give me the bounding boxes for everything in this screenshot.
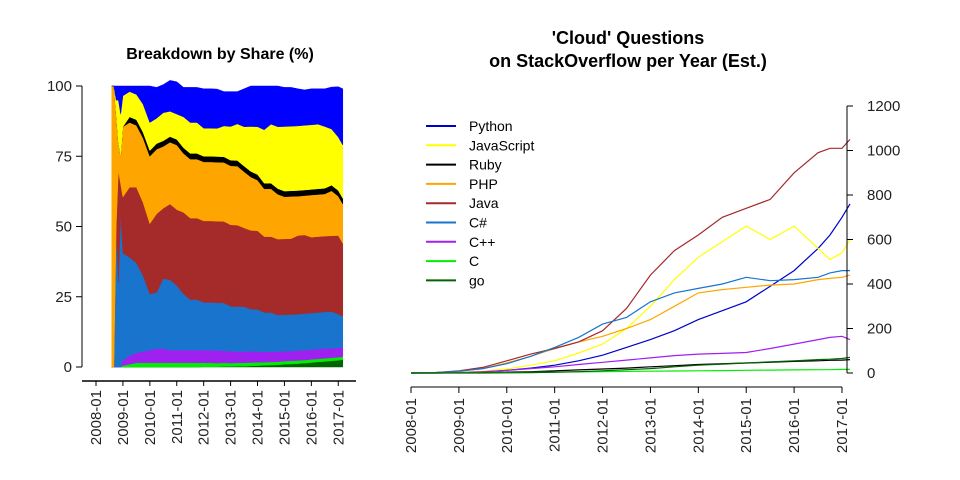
cloud-y-tick-label: 0 <box>867 365 875 382</box>
share-chart-y-ticks: 0 25 50 75 100 <box>47 78 82 376</box>
legend-label-go: go <box>469 272 485 288</box>
cloud-y-tick-label: 400 <box>867 276 892 293</box>
line-cplusplus <box>411 335 851 374</box>
cloud-chart-legend: Python JavaScript Ruby PHP Java C# C++ Cgo <box>426 118 534 288</box>
legend-label-java: Java <box>469 195 499 211</box>
cloud-questions-chart: 'Cloud' Questions on StackOverflow per Y… <box>403 28 900 453</box>
cloud-x-tick-label: 2012-01 <box>595 398 612 453</box>
share-area-python <box>111 80 344 146</box>
cloud-chart-plot-area <box>410 138 851 374</box>
share-x-tick-label: 2012-01 <box>196 390 213 445</box>
cloud-x-tick-label: 2014-01 <box>690 398 707 453</box>
share-x-tick-label: 2016-01 <box>303 390 320 445</box>
share-x-tick-label: 2013-01 <box>223 390 240 445</box>
line-javascript <box>410 225 851 374</box>
line-csharp <box>410 270 850 374</box>
cloud-y-tick-label: 200 <box>867 321 892 338</box>
cloud-y-tick-label: 1200 <box>867 98 900 115</box>
cloud-x-tick-label: 2008-01 <box>403 398 420 453</box>
share-y-tick-label: 100 <box>47 78 72 95</box>
cloud-chart-x-ticks: 2008-01 2009-01 2010-01 2011-01 2012-01 2013-… <box>403 387 851 453</box>
cloud-y-tick-label: 600 <box>867 232 892 249</box>
cloud-chart-subtitle: on StackOverflow per Year (Est.) <box>489 51 767 71</box>
line-java <box>410 138 851 374</box>
share-x-tick-label: 2017-01 <box>330 390 347 445</box>
share-x-tick-label: 2015-01 <box>276 390 293 445</box>
cloud-x-tick-label: 2009-01 <box>451 398 468 453</box>
share-chart-title: Breakdown by Share (%) <box>126 46 314 63</box>
cloud-x-tick-label: 2016-01 <box>786 398 803 453</box>
legend-label-ruby: Ruby <box>469 157 502 173</box>
share-y-tick-label: 75 <box>55 148 72 165</box>
cloud-x-tick-label: 2013-01 <box>642 398 659 453</box>
share-x-tick-label: 2009-01 <box>115 390 132 445</box>
share-x-tick-label: 2008-01 <box>88 390 105 445</box>
share-y-tick-label: 50 <box>55 219 72 236</box>
cloud-y-tick-label: 1000 <box>867 143 900 160</box>
cloud-x-tick-label: 2017-01 <box>834 398 851 453</box>
line-go <box>411 356 851 374</box>
share-chart-x-ticks: 2008-01 2009-01 2010-01 2011-01 2012-01 2013-… <box>88 381 347 445</box>
share-y-tick-label: 0 <box>64 359 72 376</box>
legend-label-c: C <box>469 253 479 269</box>
cloud-chart-y-ticks: 0 200 400 600 800 1000 1200 <box>847 98 900 382</box>
cloud-chart-title: 'Cloud' Questions <box>552 28 705 48</box>
share-x-tick-label: 2014-01 <box>250 390 267 445</box>
cloud-y-tick-label: 800 <box>867 187 892 204</box>
share-y-tick-label: 25 <box>55 289 72 306</box>
share-chart: Breakdown by Share (%) 0 25 50 75 100 2008-0… <box>47 46 356 445</box>
legend-label-python: Python <box>469 118 513 134</box>
share-x-tick-label: 2011-01 <box>169 390 186 444</box>
legend-label-php: PHP <box>469 176 498 192</box>
cloud-x-tick-label: 2015-01 <box>738 398 755 453</box>
cloud-x-tick-label: 2010-01 <box>499 398 516 453</box>
legend-label-javascript: JavaScript <box>469 137 534 153</box>
share-x-tick-label: 2010-01 <box>142 390 159 445</box>
legend-label-cplusplus: C++ <box>469 234 495 250</box>
cloud-x-tick-label: 2011-01 <box>547 398 564 452</box>
legend-label-csharp: C# <box>469 215 487 231</box>
share-chart-plot-area <box>111 80 344 368</box>
